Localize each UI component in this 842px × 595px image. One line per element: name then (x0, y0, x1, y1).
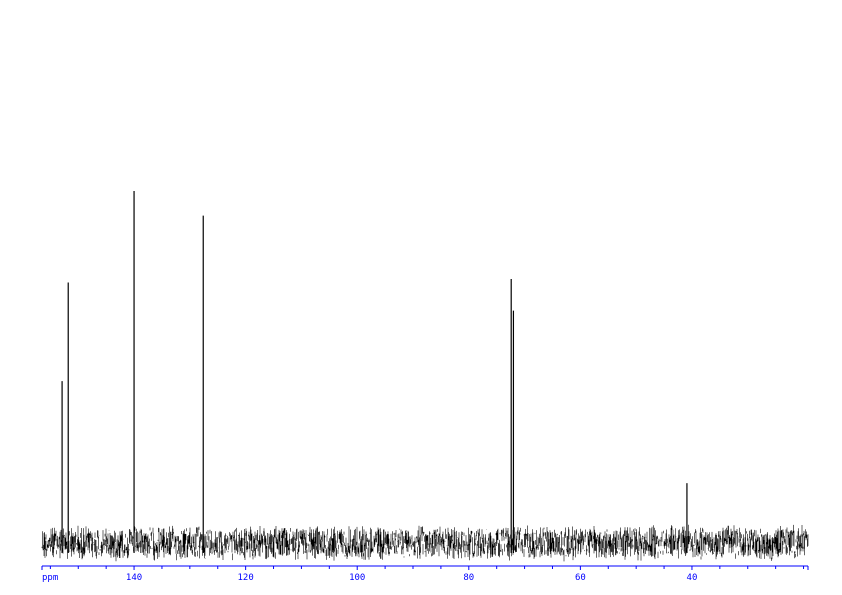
baseline-noise (41, 524, 809, 562)
spectrum-trace (41, 191, 809, 562)
x-tick-label: 140 (126, 573, 142, 583)
x-tick-label: 120 (238, 573, 254, 583)
x-tick-label: 40 (687, 573, 698, 583)
x-axis: ppm 140 120 100 80 60 40 (41, 565, 809, 583)
x-tick-label: 100 (349, 573, 365, 583)
x-tick-label: 60 (575, 573, 586, 583)
x-tick-label: 80 (463, 573, 474, 583)
x-axis-unit-label: ppm (42, 573, 58, 583)
